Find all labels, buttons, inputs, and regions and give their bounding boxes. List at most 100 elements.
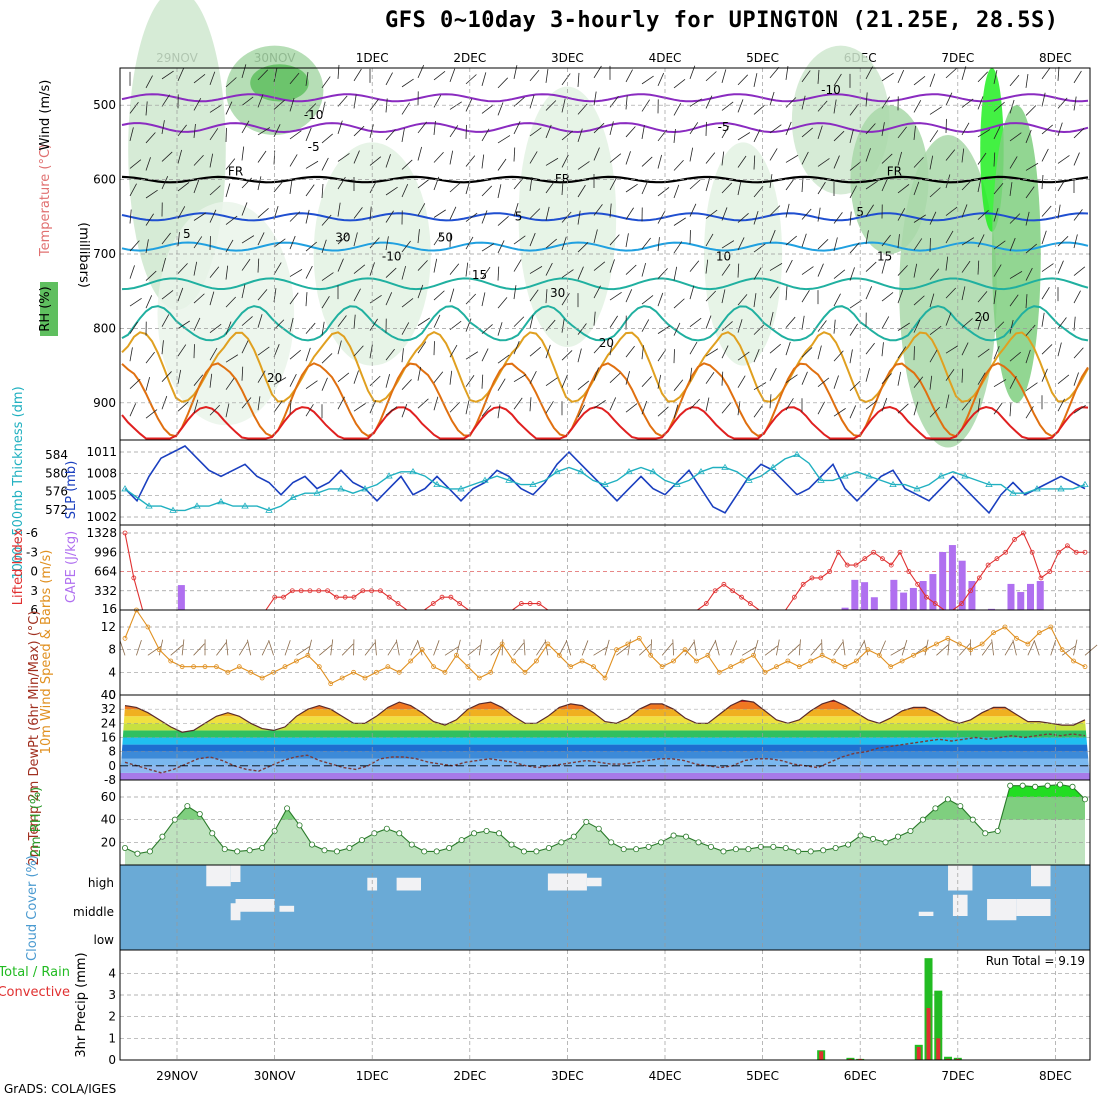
wind-barb — [770, 67, 779, 78]
cloud-axis-label: Cloud Cover (%) — [25, 855, 40, 961]
isotherm-label: -10 — [821, 83, 841, 97]
rh-point — [983, 831, 988, 836]
wind-barb — [754, 129, 760, 142]
wind-barb — [786, 204, 789, 218]
wind-barb — [562, 74, 570, 85]
wind-barb — [674, 380, 683, 391]
wind-barb — [914, 76, 925, 85]
isotherm-label: FR — [887, 165, 902, 179]
wind-barb — [843, 639, 845, 655]
isotherm-label: 10 — [716, 249, 731, 263]
wind-barb — [754, 406, 762, 417]
wind-barb — [658, 155, 662, 169]
rh-point — [596, 826, 601, 831]
wind-barb — [375, 639, 376, 655]
wind-barb — [578, 349, 581, 363]
rh-point — [671, 833, 676, 838]
wind-barb — [434, 259, 437, 273]
wind-barb — [866, 262, 876, 272]
wind-barb — [226, 184, 230, 197]
rh-point — [783, 845, 788, 850]
cape-bar — [1017, 592, 1024, 610]
wind-barb — [514, 398, 522, 409]
wind-barb — [715, 640, 719, 655]
cape-bar — [890, 580, 897, 610]
wind-barb — [642, 376, 652, 386]
wind-barb — [370, 400, 376, 413]
wind-barb — [530, 371, 536, 383]
wind-barb — [1026, 106, 1036, 116]
wind-barb — [466, 263, 468, 277]
wind-barb — [994, 379, 1006, 386]
wind-barb — [130, 298, 142, 306]
thickness-slp-panel — [120, 440, 1090, 525]
cape-bar — [949, 545, 956, 610]
wind-barb — [770, 368, 776, 380]
rh-point — [284, 806, 289, 811]
rh-point — [222, 847, 227, 852]
rh-point — [721, 849, 726, 854]
wind-barb — [642, 295, 653, 304]
wind-barb — [498, 136, 510, 143]
wind-barb — [1074, 209, 1082, 220]
wind-barb — [338, 96, 347, 107]
precip-tick-label: 2 — [108, 1010, 116, 1024]
wind-barb — [708, 641, 716, 655]
temperature-tick-label: 32 — [101, 702, 116, 716]
wind-barb — [498, 184, 501, 198]
wind-barb — [992, 639, 994, 655]
rh-point — [459, 837, 464, 842]
wind-barb — [450, 371, 452, 385]
lifted-tick-label: 3 — [30, 584, 38, 598]
wind-barb — [1026, 74, 1028, 88]
rh-point — [821, 848, 826, 853]
precip-convective-bar — [927, 1008, 931, 1060]
wind-barb — [879, 641, 885, 656]
wind-barb — [269, 640, 274, 655]
wind-barb — [786, 155, 798, 162]
precip-convective-bar — [917, 1047, 921, 1060]
wind-barb — [562, 350, 572, 360]
rh-point — [347, 845, 352, 850]
cape-bar — [1007, 584, 1014, 610]
wind-barb — [788, 644, 800, 655]
wind-barb — [1074, 97, 1076, 111]
temperature-tick-label: 40 — [101, 688, 116, 702]
rh-point — [509, 842, 514, 847]
wind-barb — [498, 78, 508, 88]
wind-barb — [306, 348, 310, 361]
wind-barb — [914, 100, 921, 112]
wind-barb — [898, 70, 904, 83]
rh-point — [995, 828, 1000, 833]
wind-barb — [322, 134, 333, 143]
wind-barb — [482, 210, 487, 223]
rh-point — [958, 803, 963, 808]
wind-barb — [642, 181, 648, 194]
wind-barb — [1058, 375, 1069, 384]
wind-barb — [146, 352, 155, 363]
wind-barb — [1010, 402, 1011, 416]
rh-point — [659, 840, 664, 845]
rh-point — [534, 849, 539, 854]
rh-point — [771, 844, 776, 849]
wind-barb — [802, 234, 806, 247]
wind-barb — [818, 378, 829, 387]
temperature-tick-label: 16 — [101, 731, 116, 745]
temperature-band — [120, 773, 1090, 780]
rh-point — [883, 840, 888, 845]
wind-barb — [136, 640, 141, 655]
cloud-block — [231, 865, 241, 882]
wind-barb — [498, 159, 506, 170]
wind-barb — [694, 640, 696, 656]
wind-barb — [1058, 67, 1059, 81]
precip-total-label: Total / Rain — [0, 965, 70, 980]
wind-barb — [962, 123, 969, 135]
date-label-bottom: 5DEC — [746, 1069, 779, 1083]
rh-point — [260, 845, 265, 850]
run-total-label: Run Total = 9.19 — [986, 954, 1085, 968]
rh-point — [496, 831, 501, 836]
rh-point — [584, 819, 589, 824]
wind-barb — [642, 319, 649, 331]
wind-barb — [262, 641, 269, 655]
wind-barb — [482, 105, 493, 113]
